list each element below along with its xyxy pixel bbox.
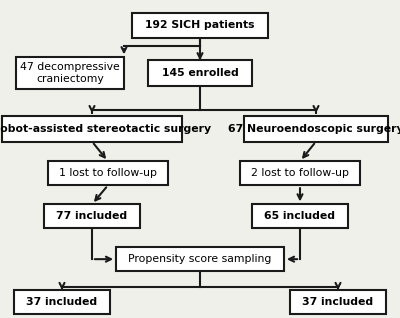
Text: 78 Robot-assisted stereotactic surgery: 78 Robot-assisted stereotactic surgery xyxy=(0,124,211,134)
Text: 2 lost to follow-up: 2 lost to follow-up xyxy=(251,168,349,178)
FancyBboxPatch shape xyxy=(16,57,124,89)
Text: 192 SICH patients: 192 SICH patients xyxy=(145,20,255,31)
FancyBboxPatch shape xyxy=(148,60,252,86)
FancyBboxPatch shape xyxy=(2,116,182,142)
Text: 1 lost to follow-up: 1 lost to follow-up xyxy=(59,168,157,178)
Text: 37 included: 37 included xyxy=(26,297,98,307)
FancyBboxPatch shape xyxy=(14,290,110,314)
Text: 67 Neuroendoscopic surgery: 67 Neuroendoscopic surgery xyxy=(228,124,400,134)
Text: 47 decompressive
craniectomy: 47 decompressive craniectomy xyxy=(20,62,120,84)
Text: Propensity score sampling: Propensity score sampling xyxy=(128,254,272,264)
Text: 37 included: 37 included xyxy=(302,297,374,307)
FancyBboxPatch shape xyxy=(132,13,268,38)
FancyBboxPatch shape xyxy=(252,204,348,228)
FancyBboxPatch shape xyxy=(290,290,386,314)
FancyBboxPatch shape xyxy=(44,204,140,228)
Text: 77 included: 77 included xyxy=(56,211,128,221)
Text: 65 included: 65 included xyxy=(264,211,336,221)
FancyBboxPatch shape xyxy=(48,161,168,185)
Text: 145 enrolled: 145 enrolled xyxy=(162,68,238,78)
FancyBboxPatch shape xyxy=(244,116,388,142)
FancyBboxPatch shape xyxy=(240,161,360,185)
FancyBboxPatch shape xyxy=(116,247,284,271)
